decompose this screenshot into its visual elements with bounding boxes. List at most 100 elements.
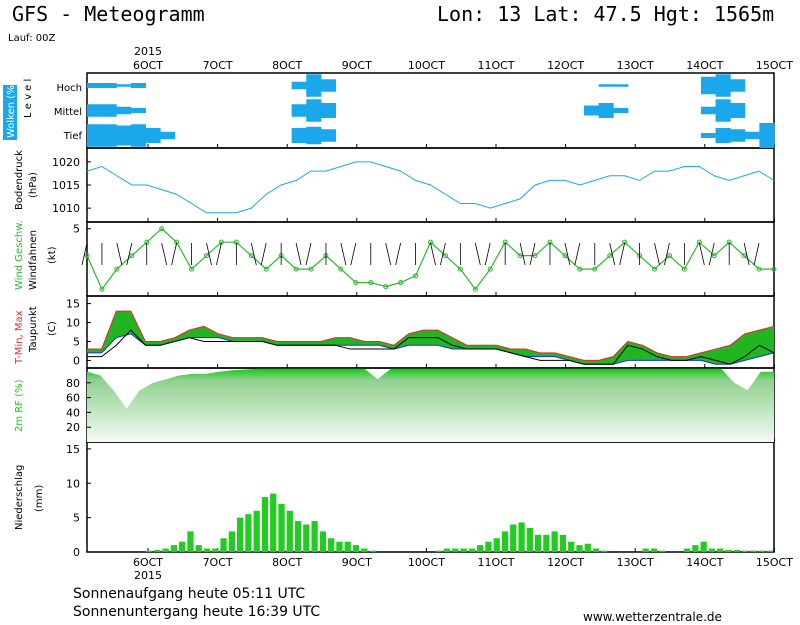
cloud-block-tief: [759, 123, 775, 148]
cloud-block-tief: [306, 126, 322, 145]
cloud-block-mittel: [320, 103, 336, 118]
wind-marker: [457, 266, 463, 272]
cloud-block-hoch: [700, 76, 717, 95]
precip-unit: (mm): [34, 485, 45, 512]
precip-bar: [551, 531, 558, 552]
cloud-block-hoch: [306, 74, 322, 97]
ytick-temperature: 10: [66, 317, 80, 330]
x-tick-bottom-4: 10OCT: [408, 556, 445, 569]
humidity-area: [87, 368, 774, 442]
wind-barb: [654, 242, 660, 266]
wind-marker: [338, 266, 344, 272]
precip-bar: [741, 550, 749, 552]
cloud-block-tief: [101, 124, 117, 147]
precip-bar: [692, 545, 699, 552]
cloud-block-hoch: [87, 83, 103, 88]
wind-marker: [353, 280, 359, 286]
precip-bar: [576, 545, 583, 552]
cloud-block-mittel: [715, 99, 731, 122]
precip-bar: [526, 527, 533, 552]
x-tick-top-6: 12OCT: [547, 59, 584, 72]
precip-bar: [725, 549, 732, 552]
wind-marker: [159, 226, 165, 232]
cloud-block-hoch: [730, 79, 746, 92]
cloud-block-tief: [700, 133, 717, 138]
wind-marker: [487, 266, 493, 272]
wind-marker: [577, 266, 583, 272]
site-url: www.wetterzentrale.de: [583, 610, 722, 624]
wind-barb: [529, 242, 536, 266]
cloud-block-hoch: [598, 84, 614, 87]
precip-bar: [708, 548, 716, 552]
precip-bar: [642, 548, 649, 552]
wind-marker: [368, 280, 374, 286]
precip-bar: [443, 548, 451, 552]
x-tick-top-3: 9OCT: [342, 59, 372, 72]
wind-marker: [383, 284, 389, 290]
wind-barb: [250, 242, 257, 266]
wind-barb: [216, 242, 222, 266]
precip-bar: [203, 548, 211, 552]
precip-bar: [435, 550, 442, 552]
precip-bar: [361, 548, 368, 552]
precip-bar: [253, 510, 260, 552]
precip-bar: [683, 548, 691, 552]
x-tick-top-0: 6OCT: [133, 59, 163, 72]
run-label: Lauf: 00Z: [8, 33, 56, 44]
wind-barb: [619, 242, 626, 266]
cloud-block-hoch: [291, 81, 307, 90]
precip-bar: [452, 548, 459, 552]
x-tick-top-7: 13OCT: [617, 59, 654, 72]
wind-marker: [756, 266, 762, 272]
temp-ylabel2: Taupunkt: [28, 306, 39, 353]
precip-bar: [518, 522, 525, 552]
wind-line: [86, 227, 774, 291]
precip-bar: [543, 534, 550, 552]
wind-ylabel: Wind Geschw.: [14, 220, 25, 290]
cloud-block-mittel: [291, 104, 307, 117]
wind-marker: [741, 253, 747, 259]
cloud-block-hoch: [715, 74, 731, 97]
precip-bar: [145, 550, 153, 552]
wind-unit: (kt): [47, 246, 58, 264]
cloud-block-mittel: [87, 104, 103, 117]
wind-marker: [607, 253, 613, 259]
precip-bar: [278, 503, 285, 552]
precip-bar: [162, 548, 169, 552]
x-tick-bottom-5: 11OCT: [477, 556, 514, 569]
wind-marker: [681, 266, 687, 272]
ytick-pressure: 1010: [52, 202, 80, 215]
panel-frame-0: [86, 72, 775, 149]
wind-barb: [484, 242, 491, 266]
precip-bar: [261, 497, 269, 552]
precip-bar: [228, 531, 235, 552]
ytick-humidity: 80: [66, 377, 80, 390]
cloud-block-mittel: [306, 99, 322, 122]
x-tick-bottom-2: 8OCT: [272, 556, 302, 569]
wind-marker: [293, 266, 299, 272]
sunrise-text: Sonnenaufgang heute 05:11 UTC: [73, 586, 306, 602]
precip-bar: [510, 524, 517, 552]
cloud-block-tief: [145, 128, 161, 143]
x-tick-top-9: 15OCT: [756, 59, 793, 72]
cloud-block-tief: [730, 129, 746, 142]
ytick-pressure: 1020: [52, 156, 80, 169]
cloud-block-tief: [116, 125, 132, 146]
wind-barb: [350, 242, 357, 266]
precip-bar: [758, 550, 765, 552]
year-label-bottom: 2015: [134, 569, 162, 580]
cloud-block-tief: [744, 131, 760, 140]
cloud-block-hoch: [101, 83, 117, 88]
cloud-level-hoch: Hoch: [57, 83, 82, 94]
wind-barb: [171, 242, 177, 266]
ytick-temperature: 15: [66, 298, 80, 311]
precip-bar: [352, 545, 360, 552]
wind-marker: [517, 253, 523, 259]
wind-marker: [472, 286, 478, 292]
cloud-block-mittel: [130, 108, 146, 113]
precip-bar: [750, 550, 757, 552]
precip-bar: [303, 524, 310, 552]
precip-bar: [369, 550, 376, 552]
precip-bar: [468, 548, 476, 552]
wind-barb: [609, 242, 616, 266]
